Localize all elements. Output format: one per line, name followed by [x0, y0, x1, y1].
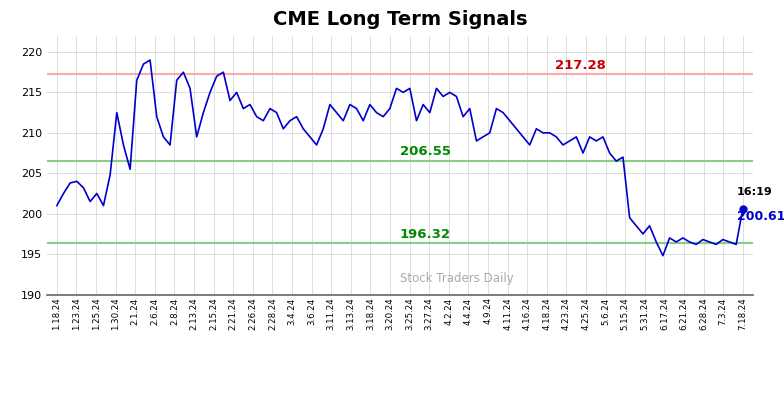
Text: 16:19: 16:19	[737, 187, 773, 197]
Text: 217.28: 217.28	[555, 59, 606, 72]
Text: 200.61: 200.61	[737, 211, 784, 223]
Title: CME Long Term Signals: CME Long Term Signals	[273, 10, 527, 29]
Text: Stock Traders Daily: Stock Traders Daily	[400, 272, 514, 285]
Text: 196.32: 196.32	[400, 228, 451, 241]
Text: 206.55: 206.55	[400, 145, 451, 158]
